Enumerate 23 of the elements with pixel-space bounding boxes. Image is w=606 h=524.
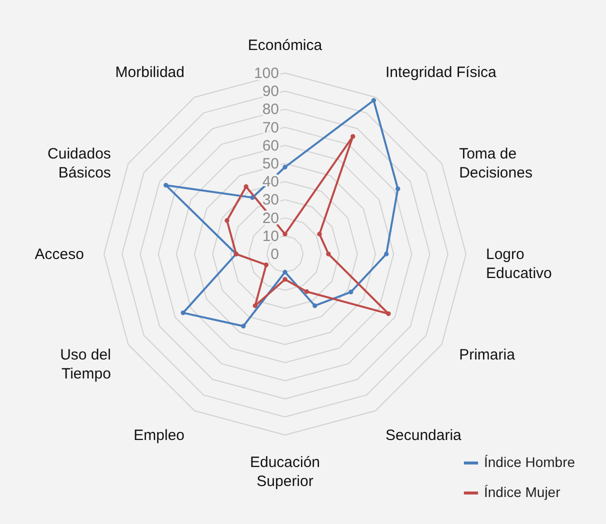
y-tick-label: 60 [262,137,279,154]
spoke-label: Primaria [459,346,516,364]
spoke-label: Morbilidad [115,64,184,81]
legend-label: Índice Hombre [484,454,576,470]
y-tick-label: 80 [262,101,279,118]
spoke-label: Logro Educativo [486,246,552,282]
y-tick-label: 70 [262,119,279,136]
y-tick-label: 10 [262,228,279,245]
spoke-label: Cuidados Básicos [48,146,111,182]
y-tick-label: 90 [262,83,279,100]
y-tick-label: 100 [254,65,279,82]
spoke-label: Integridad Física [386,64,498,81]
legend-label: Índice Mujer [484,484,561,500]
spoke-label: Acceso [34,246,84,263]
y-tick-label: 30 [262,192,279,209]
spoke-label: Uso del Tiempo [60,346,111,382]
spoke-label: Educación Superior [250,454,320,490]
spoke-label: Secundaria [386,427,462,444]
spoke-label: Empleo [134,427,184,444]
y-tick-label: 0 [270,246,279,263]
spoke-label: Económica [248,37,323,54]
y-tick-label: 50 [262,156,279,172]
spoke-label: Toma de Decisiones [459,146,532,182]
